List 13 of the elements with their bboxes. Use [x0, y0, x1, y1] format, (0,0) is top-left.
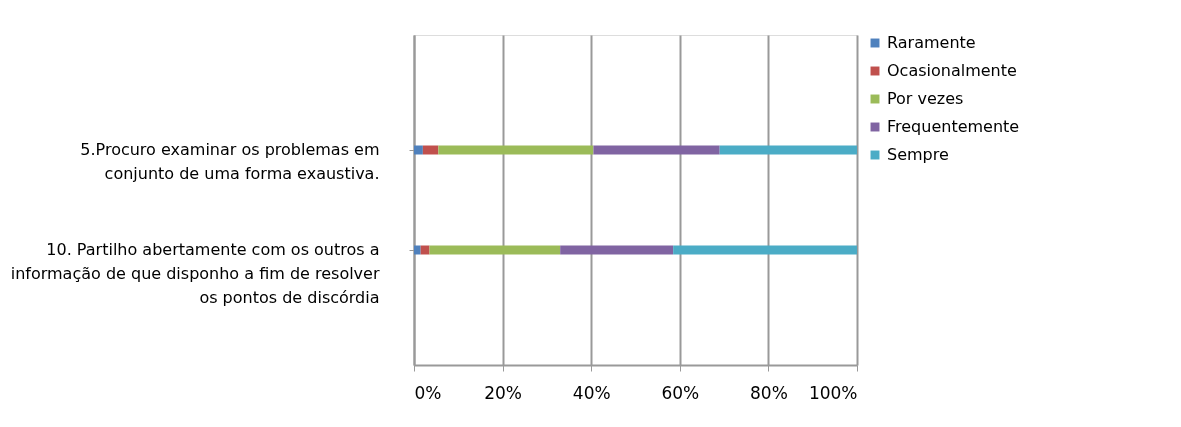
x-tick-label: 80% [750, 382, 788, 403]
legend-label: Raramente [887, 33, 976, 52]
x-tick-label: 100% [808, 382, 858, 403]
y-tick-label: 10. Partilho abertamente com os outros a informação de que disponho a fim de resolver os pontos de discórdia [10, 240, 380, 307]
x-tick-label: 40% [572, 382, 611, 403]
legend-label: Sempre [887, 145, 949, 164]
x-tick-label: 20% [484, 382, 522, 403]
x-tick-label: 60% [661, 382, 700, 403]
y-tick-label: 5.Procuro examinar os problemas em conjunto de uma forma exaustiva. [80, 140, 380, 183]
legend-label: Por vezes [887, 89, 964, 108]
legend-label: Ocasionalmente [887, 61, 1017, 80]
x-tick-label: 0% [414, 382, 442, 403]
legend-label: Frequentemente [887, 117, 1020, 136]
